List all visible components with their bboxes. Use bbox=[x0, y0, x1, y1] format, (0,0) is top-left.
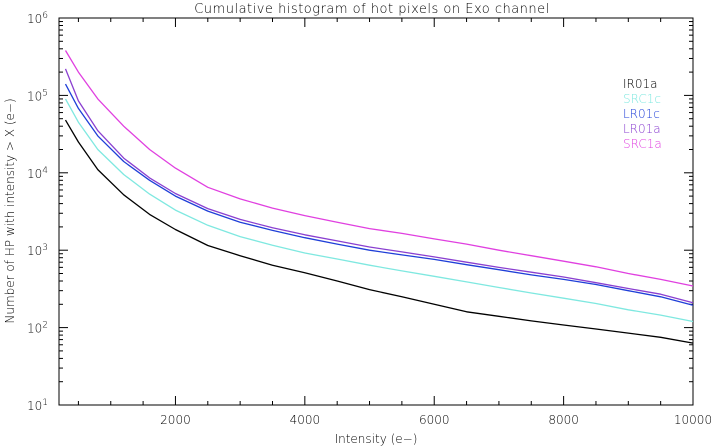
legend-entry-src1a: SRC1a bbox=[623, 137, 662, 151]
legend-entry-lr01c: LR01c bbox=[623, 107, 660, 121]
y-tick-label: 102 bbox=[27, 321, 48, 336]
y-tick-exponent: 6 bbox=[42, 11, 48, 21]
y-tick-label: 101 bbox=[27, 398, 48, 413]
plot-frame bbox=[58, 17, 694, 406]
x-tick-label: 6000 bbox=[419, 413, 450, 427]
series-line-ir01a bbox=[64, 119, 694, 344]
series-line-lr01c bbox=[64, 83, 694, 306]
legend-entry-lr01a: LR01a bbox=[623, 122, 661, 136]
y-tick-exponent: 2 bbox=[42, 321, 48, 331]
x-tick-label: 10000 bbox=[674, 413, 712, 427]
x-axis-label: Intensity (e−) bbox=[335, 432, 418, 446]
x-tick-label: 4000 bbox=[290, 413, 321, 427]
axis-ticks: 2000 4000 6000 8000 10000 101 102 103 104 105 106 bbox=[27, 11, 712, 427]
y-tick-exponent: 1 bbox=[42, 398, 48, 408]
series-line-src1c bbox=[64, 98, 694, 323]
y-axis-label: Number of HP with intensity > X (e−) bbox=[3, 98, 17, 323]
y-tick-exponent: 3 bbox=[42, 243, 48, 253]
y-tick-exponent: 4 bbox=[42, 166, 48, 176]
legend-entry-ir01a: IR01a bbox=[623, 77, 658, 91]
series-lines bbox=[64, 50, 694, 344]
series-line-lr01a bbox=[64, 68, 694, 304]
chart-title: Cumulative histogram of hot pixels on Ex… bbox=[194, 2, 550, 17]
y-tick-label: 104 bbox=[27, 166, 48, 181]
y-tick-label: 106 bbox=[27, 11, 48, 26]
series-line-src1a bbox=[64, 50, 694, 287]
x-tick-label: 8000 bbox=[548, 413, 579, 427]
legend-entry-src1c: SRC1c bbox=[623, 92, 661, 106]
x-tick-label: 2000 bbox=[160, 413, 191, 427]
y-tick-exponent: 5 bbox=[42, 88, 48, 98]
y-tick-label: 103 bbox=[27, 243, 48, 258]
y-tick-label: 105 bbox=[27, 88, 48, 103]
